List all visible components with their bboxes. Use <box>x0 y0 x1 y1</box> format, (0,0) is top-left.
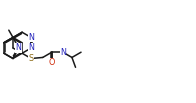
Text: S: S <box>29 54 34 63</box>
Text: N: N <box>29 33 34 42</box>
Text: O: O <box>49 58 55 67</box>
Text: N: N <box>16 43 22 53</box>
Text: H: H <box>61 49 65 53</box>
Text: N: N <box>29 43 34 53</box>
Text: N: N <box>60 48 66 57</box>
